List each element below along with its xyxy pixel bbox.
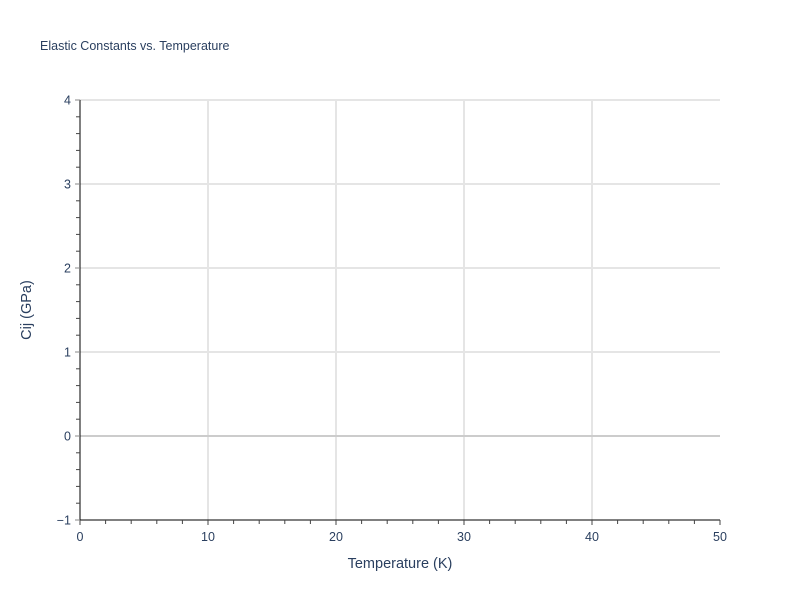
- y-axis-title: Cij (GPa): [19, 280, 35, 340]
- x-tick-label: 50: [713, 530, 727, 544]
- x-tick-label: 40: [585, 530, 599, 544]
- y-tick-label: 4: [64, 94, 71, 108]
- x-tick-label: 20: [329, 530, 343, 544]
- x-axis-title: Temperature (K): [348, 556, 453, 572]
- y-axis-ticks: −1 0 1 2 3 4: [57, 94, 80, 528]
- x-tick-label: 30: [457, 530, 471, 544]
- x-tick-label: 0: [77, 530, 84, 544]
- y-tick-label: 3: [64, 178, 71, 192]
- x-axis-ticks: 0 10 20 30 40 50: [77, 520, 727, 544]
- gridlines: [80, 99, 720, 520]
- y-tick-label: 0: [64, 430, 71, 444]
- y-tick-label: 2: [64, 262, 71, 276]
- y-tick-label: −1: [57, 514, 71, 528]
- x-tick-label: 10: [201, 530, 215, 544]
- axes: [79, 100, 720, 521]
- y-tick-label: 1: [64, 346, 71, 360]
- chart-title: Elastic Constants vs. Temperature: [40, 39, 229, 53]
